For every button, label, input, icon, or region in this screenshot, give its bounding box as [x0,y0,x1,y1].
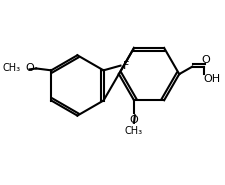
Text: O: O [130,115,138,125]
Text: O: O [25,63,34,73]
Text: OH: OH [204,74,221,84]
Text: F: F [122,61,129,71]
Text: O: O [202,55,211,65]
Text: CH₃: CH₃ [125,126,143,136]
Text: CH₃: CH₃ [3,63,21,73]
